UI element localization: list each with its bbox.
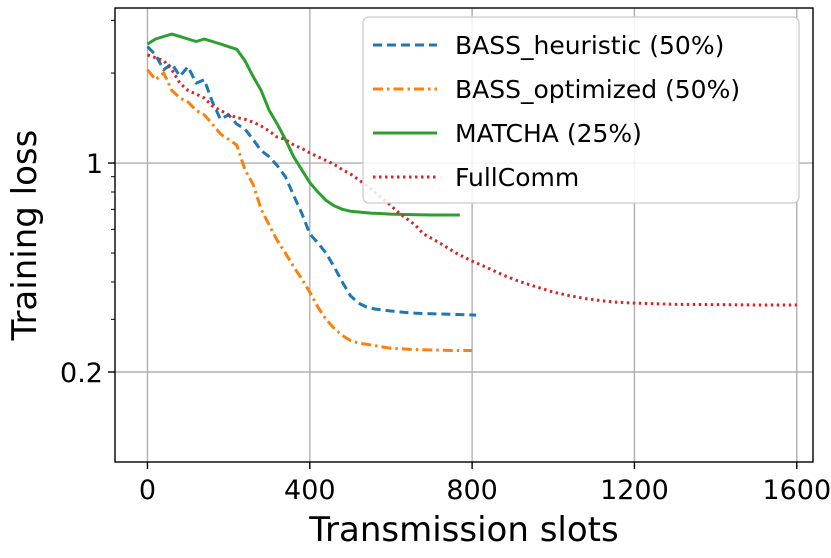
y-tick-label: 0.2 <box>60 358 103 389</box>
plot-frame <box>114 7 814 463</box>
legend: BASS_heuristic (50%) BASS_optimized (50%)… <box>362 16 800 204</box>
axis-ticks: 0 400 800 1200 1600 0.2 1 <box>60 19 831 506</box>
x-axis-label: Transmission slots <box>308 510 618 550</box>
legend-label-2: MATCHA (25%) <box>455 119 642 148</box>
legend-label-0: BASS_heuristic (50%) <box>455 31 724 60</box>
series-line-1 <box>146 68 473 352</box>
x-tick-label: 400 <box>284 475 336 506</box>
legend-label-1: BASS_optimized (50%) <box>455 75 740 104</box>
series-line-2 <box>146 32 460 217</box>
series-line-0 <box>146 45 477 317</box>
x-tick-label: 1200 <box>600 475 669 506</box>
x-tick-label: 800 <box>446 475 498 506</box>
x-tick-label: 1600 <box>762 475 831 506</box>
legend-label-3: FullComm <box>455 163 579 192</box>
y-tick-label: 1 <box>86 149 103 180</box>
x-tick-label: 0 <box>139 475 156 506</box>
y-axis-label: Training loss <box>5 130 45 342</box>
legend-box <box>362 16 800 204</box>
